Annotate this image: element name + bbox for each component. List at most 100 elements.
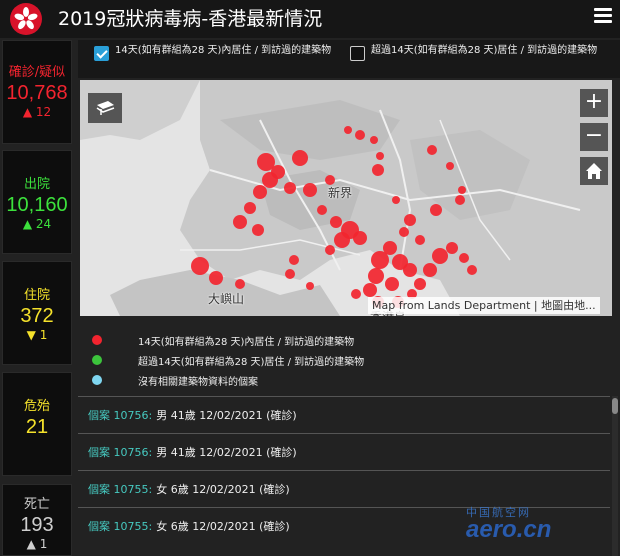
home-extent-button[interactable]: [580, 157, 608, 185]
list-item[interactable]: 個案 10756: 男 41歲 12/02/2021 (確診): [78, 433, 610, 470]
stat-card-discharged: 出院 10,160 ▲ 24: [2, 150, 72, 254]
case-markers-layer: [191, 126, 477, 308]
case-marker[interactable]: [407, 289, 417, 299]
legend-dot-green-icon: [92, 355, 102, 365]
case-marker[interactable]: [233, 215, 247, 229]
case-marker[interactable]: [209, 271, 223, 285]
case-info: 男 41歲 12/02/2021 (確診): [156, 409, 297, 422]
legend-item-over-14: 超過14天(如有群組為28 天)居住 / 到訪過的建築物: [92, 350, 364, 370]
case-marker[interactable]: [191, 257, 209, 275]
filter-over-14-days[interactable]: 超過14天(如有群組為28 天)居住 / 到訪過的建築物: [350, 44, 610, 61]
stat-delta: ▲ 1: [26, 537, 48, 551]
legend-dot-red-icon: [92, 335, 102, 345]
map-label-lantau: 大嶼山: [208, 292, 245, 306]
case-marker[interactable]: [415, 235, 425, 245]
case-marker[interactable]: [344, 126, 352, 134]
case-marker[interactable]: [306, 282, 314, 290]
case-marker[interactable]: [459, 253, 469, 263]
case-marker[interactable]: [385, 277, 399, 291]
case-marker[interactable]: [285, 269, 295, 279]
map-legend: 14天(如有群組為28 天)內居住 / 到訪過的建築物 超過14天(如有群組為2…: [78, 326, 608, 392]
stat-label: 死亡: [23, 497, 50, 512]
case-marker[interactable]: [235, 279, 245, 289]
case-marker[interactable]: [351, 289, 361, 299]
case-marker[interactable]: [325, 245, 335, 255]
case-marker[interactable]: [262, 172, 278, 188]
case-marker[interactable]: [353, 231, 367, 245]
list-item[interactable]: 個案 10755: 女 6歲 12/02/2021 (確診): [78, 470, 610, 507]
case-marker[interactable]: [414, 278, 426, 290]
case-list[interactable]: 個案 10756: 男 41歲 12/02/2021 (確診) 個案 10756…: [78, 396, 610, 556]
case-id: 個案 10756:: [88, 446, 153, 459]
case-marker[interactable]: [403, 263, 417, 277]
case-marker[interactable]: [284, 182, 296, 194]
case-marker[interactable]: [370, 136, 378, 144]
case-marker[interactable]: [253, 185, 267, 199]
list-item[interactable]: 個案 10755: 女 6歲 12/02/2021 (確診): [78, 507, 610, 544]
zoom-out-button[interactable]: −: [580, 123, 608, 151]
case-marker[interactable]: [392, 254, 408, 270]
case-marker[interactable]: [330, 216, 342, 228]
case-marker[interactable]: [292, 150, 308, 166]
stat-value: 372: [20, 305, 54, 327]
case-marker[interactable]: [368, 268, 384, 284]
case-marker[interactable]: [423, 263, 437, 277]
watermark-logo: 中国航空网 aero.cn: [466, 504, 616, 554]
case-marker[interactable]: [363, 283, 377, 297]
case-marker[interactable]: [303, 183, 317, 197]
case-marker[interactable]: [317, 205, 327, 215]
legend-dot-cyan-icon: [92, 375, 102, 385]
case-marker[interactable]: [376, 152, 384, 160]
case-marker[interactable]: [355, 130, 365, 140]
case-marker[interactable]: [257, 153, 275, 171]
case-marker[interactable]: [244, 202, 256, 214]
legend-label: 超過14天(如有群組為28 天)居住 / 到訪過的建築物: [138, 356, 365, 368]
case-id: 個案 10755:: [88, 483, 153, 496]
case-marker[interactable]: [372, 164, 384, 176]
stat-card-confirmed: 確診/疑似 10,768 ▲ 12: [2, 40, 72, 144]
case-marker[interactable]: [399, 227, 409, 237]
watermark-main: aero.cn: [466, 516, 552, 543]
stat-card-hospitalised: 住院 372 ▼ 1: [2, 261, 72, 365]
case-marker[interactable]: [467, 265, 477, 275]
stat-label: 出院: [23, 177, 50, 192]
case-marker[interactable]: [383, 241, 397, 255]
case-marker[interactable]: [430, 204, 442, 216]
case-marker[interactable]: [404, 214, 416, 226]
case-marker[interactable]: [392, 196, 400, 204]
stat-value: 193: [20, 514, 54, 536]
filter-label: 超過14天(如有群組為28 天)居住 / 到訪過的建築物: [371, 45, 598, 56]
scrollbar-thumb[interactable]: [612, 398, 618, 414]
case-marker[interactable]: [252, 224, 264, 236]
case-list-scrollbar[interactable]: [612, 396, 618, 556]
basemap-layer-button[interactable]: [88, 93, 122, 123]
checkbox-unchecked-icon[interactable]: [350, 46, 365, 61]
case-info: 女 6歲 12/02/2021 (確診): [156, 483, 290, 496]
case-marker[interactable]: [334, 232, 350, 248]
case-marker[interactable]: [446, 242, 458, 254]
stat-value: 10,160: [6, 194, 68, 216]
stat-label: 住院: [23, 288, 50, 303]
case-marker[interactable]: [432, 248, 448, 264]
filter-within-14-days[interactable]: 14天(如有群組為28 天)內居住 / 到訪過的建築物: [94, 44, 334, 61]
case-marker[interactable]: [458, 186, 466, 194]
stat-label: 確診/疑似: [8, 65, 66, 80]
filter-label: 14天(如有群組為28 天)內居住 / 到訪過的建築物: [115, 45, 332, 56]
case-building-map[interactable]: + − 新界 大嶼山 香港島 Map from Lands Department…: [80, 80, 612, 316]
hamburger-menu-icon[interactable]: [594, 8, 612, 24]
zoom-in-button[interactable]: +: [580, 89, 608, 117]
case-marker[interactable]: [455, 195, 465, 205]
checkbox-checked-icon[interactable]: [94, 46, 109, 61]
list-item[interactable]: 個案 10756: 男 41歲 12/02/2021 (確診): [78, 396, 610, 433]
case-marker[interactable]: [289, 255, 299, 265]
page-title: 2019冠狀病毒病-香港最新情況: [58, 8, 323, 30]
stat-delta: ▲ 24: [22, 217, 52, 231]
case-marker[interactable]: [446, 162, 454, 170]
case-marker[interactable]: [371, 251, 389, 269]
case-marker[interactable]: [427, 145, 437, 155]
map-label-new-territories: 新界: [328, 186, 353, 200]
stat-value: 10,768: [6, 82, 68, 104]
case-marker[interactable]: [325, 175, 335, 185]
map-attribution[interactable]: Map from Lands Department | 地圖由地...: [368, 297, 600, 314]
legend-label: 沒有相關建築物資料的個案: [138, 376, 258, 388]
